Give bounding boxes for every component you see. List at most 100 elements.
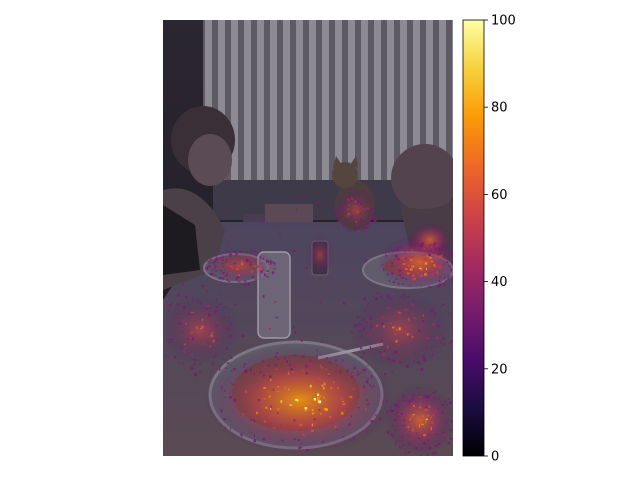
- heat-speck: [395, 441, 397, 445]
- heat-speck: [397, 247, 399, 250]
- heat-speck: [360, 218, 364, 221]
- heat-speck: [241, 259, 243, 263]
- heat-speck: [315, 355, 318, 358]
- heat-speck: [381, 294, 383, 297]
- heat-speck: [205, 267, 209, 270]
- heat-speck: [422, 355, 425, 358]
- heat-speck: [320, 341, 324, 343]
- heat-speck: [339, 370, 342, 374]
- heat-speck: [251, 276, 253, 279]
- heat-speck: [334, 207, 338, 210]
- heat-speck: [411, 303, 414, 307]
- heat-speck: [418, 342, 421, 344]
- heat-speck: [389, 409, 392, 413]
- heat-speck: [313, 418, 316, 421]
- heat-speck: [416, 278, 419, 281]
- heat-speck: [418, 424, 420, 428]
- heat-speck: [343, 302, 346, 305]
- heat-speck: [267, 437, 271, 440]
- heat-speck: [215, 257, 219, 260]
- heat-speck: [224, 426, 226, 430]
- heat-speck: [280, 424, 282, 427]
- heat-speck: [430, 258, 434, 261]
- heat-speck: [425, 406, 428, 408]
- heat-speck: [443, 263, 445, 265]
- heat-speck: [386, 265, 388, 267]
- heat-speck: [414, 278, 416, 281]
- heat-speck: [312, 412, 315, 415]
- heat-speck: [359, 212, 361, 215]
- heat-speck: [280, 400, 283, 403]
- heat-speck: [458, 263, 461, 266]
- heat-speck: [412, 274, 415, 277]
- heat-speck: [397, 406, 400, 409]
- heat-speck: [369, 220, 371, 224]
- heat-speck: [182, 362, 185, 364]
- heat-speck: [451, 254, 453, 257]
- heat-speck: [347, 213, 351, 216]
- heat-speck: [395, 328, 397, 331]
- heat-speck: [408, 443, 411, 445]
- heat-speck: [430, 244, 432, 246]
- heat-speck: [215, 306, 219, 308]
- heat-speck: [426, 453, 429, 456]
- heat-speck: [444, 261, 446, 264]
- heat-speck: [270, 422, 273, 425]
- heat-speck: [340, 205, 343, 209]
- heat-speck: [243, 280, 247, 282]
- heat-speck: [448, 265, 451, 267]
- heat-speck: [409, 255, 411, 258]
- heat-speck: [423, 433, 426, 437]
- heat-speck: [422, 415, 424, 418]
- heat-speck: [443, 432, 445, 434]
- heat-speck: [402, 424, 406, 426]
- heat-speck: [409, 259, 413, 261]
- heat-speck: [305, 267, 308, 269]
- heat-speck: [272, 223, 274, 225]
- heat-speck: [297, 400, 299, 402]
- heat-speck: [356, 407, 360, 409]
- heat-speck: [437, 285, 440, 288]
- heat-speck: [373, 221, 376, 224]
- heat-speck: [194, 373, 197, 377]
- heat-speck: [253, 265, 256, 268]
- heat-speck: [427, 439, 430, 442]
- heat-speck: [372, 215, 376, 219]
- heat-speck: [368, 215, 370, 218]
- heat-speck: [413, 317, 416, 319]
- heat-speck: [272, 388, 275, 391]
- heat-speck: [392, 281, 395, 284]
- heat-speck: [212, 339, 215, 343]
- heat-speck: [225, 258, 229, 261]
- colorbar-outline: [462, 19, 485, 457]
- heat-speck: [394, 254, 398, 258]
- heat-speck: [390, 265, 394, 267]
- heat-speck: [313, 398, 316, 401]
- heat-speck: [259, 371, 262, 374]
- heat-speck: [415, 423, 417, 426]
- heat-speck: [284, 386, 287, 390]
- heat-speck: [235, 406, 238, 409]
- heat-speck: [180, 331, 184, 334]
- heat-speck: [417, 242, 419, 244]
- heat-speck: [450, 340, 453, 343]
- heat-speck: [434, 444, 437, 447]
- heat-speck: [353, 366, 356, 369]
- heat-speck: [426, 347, 429, 349]
- heat-speck: [393, 350, 397, 354]
- heat-speck: [326, 364, 328, 367]
- heat-speck: [221, 277, 223, 280]
- heat-speck: [252, 275, 254, 278]
- heat-speck: [312, 380, 315, 383]
- heat-speck: [216, 265, 219, 268]
- heat-speck: [381, 322, 384, 325]
- heat-speck: [250, 249, 253, 251]
- blind-slat: [283, 20, 290, 180]
- heat-speck: [429, 249, 432, 251]
- heat-speck: [437, 442, 441, 445]
- heat-speck: [208, 262, 210, 264]
- heat-speck: [191, 368, 194, 370]
- heat-speck: [232, 383, 234, 385]
- heat-speck: [395, 248, 398, 251]
- blind-slat: [335, 20, 342, 180]
